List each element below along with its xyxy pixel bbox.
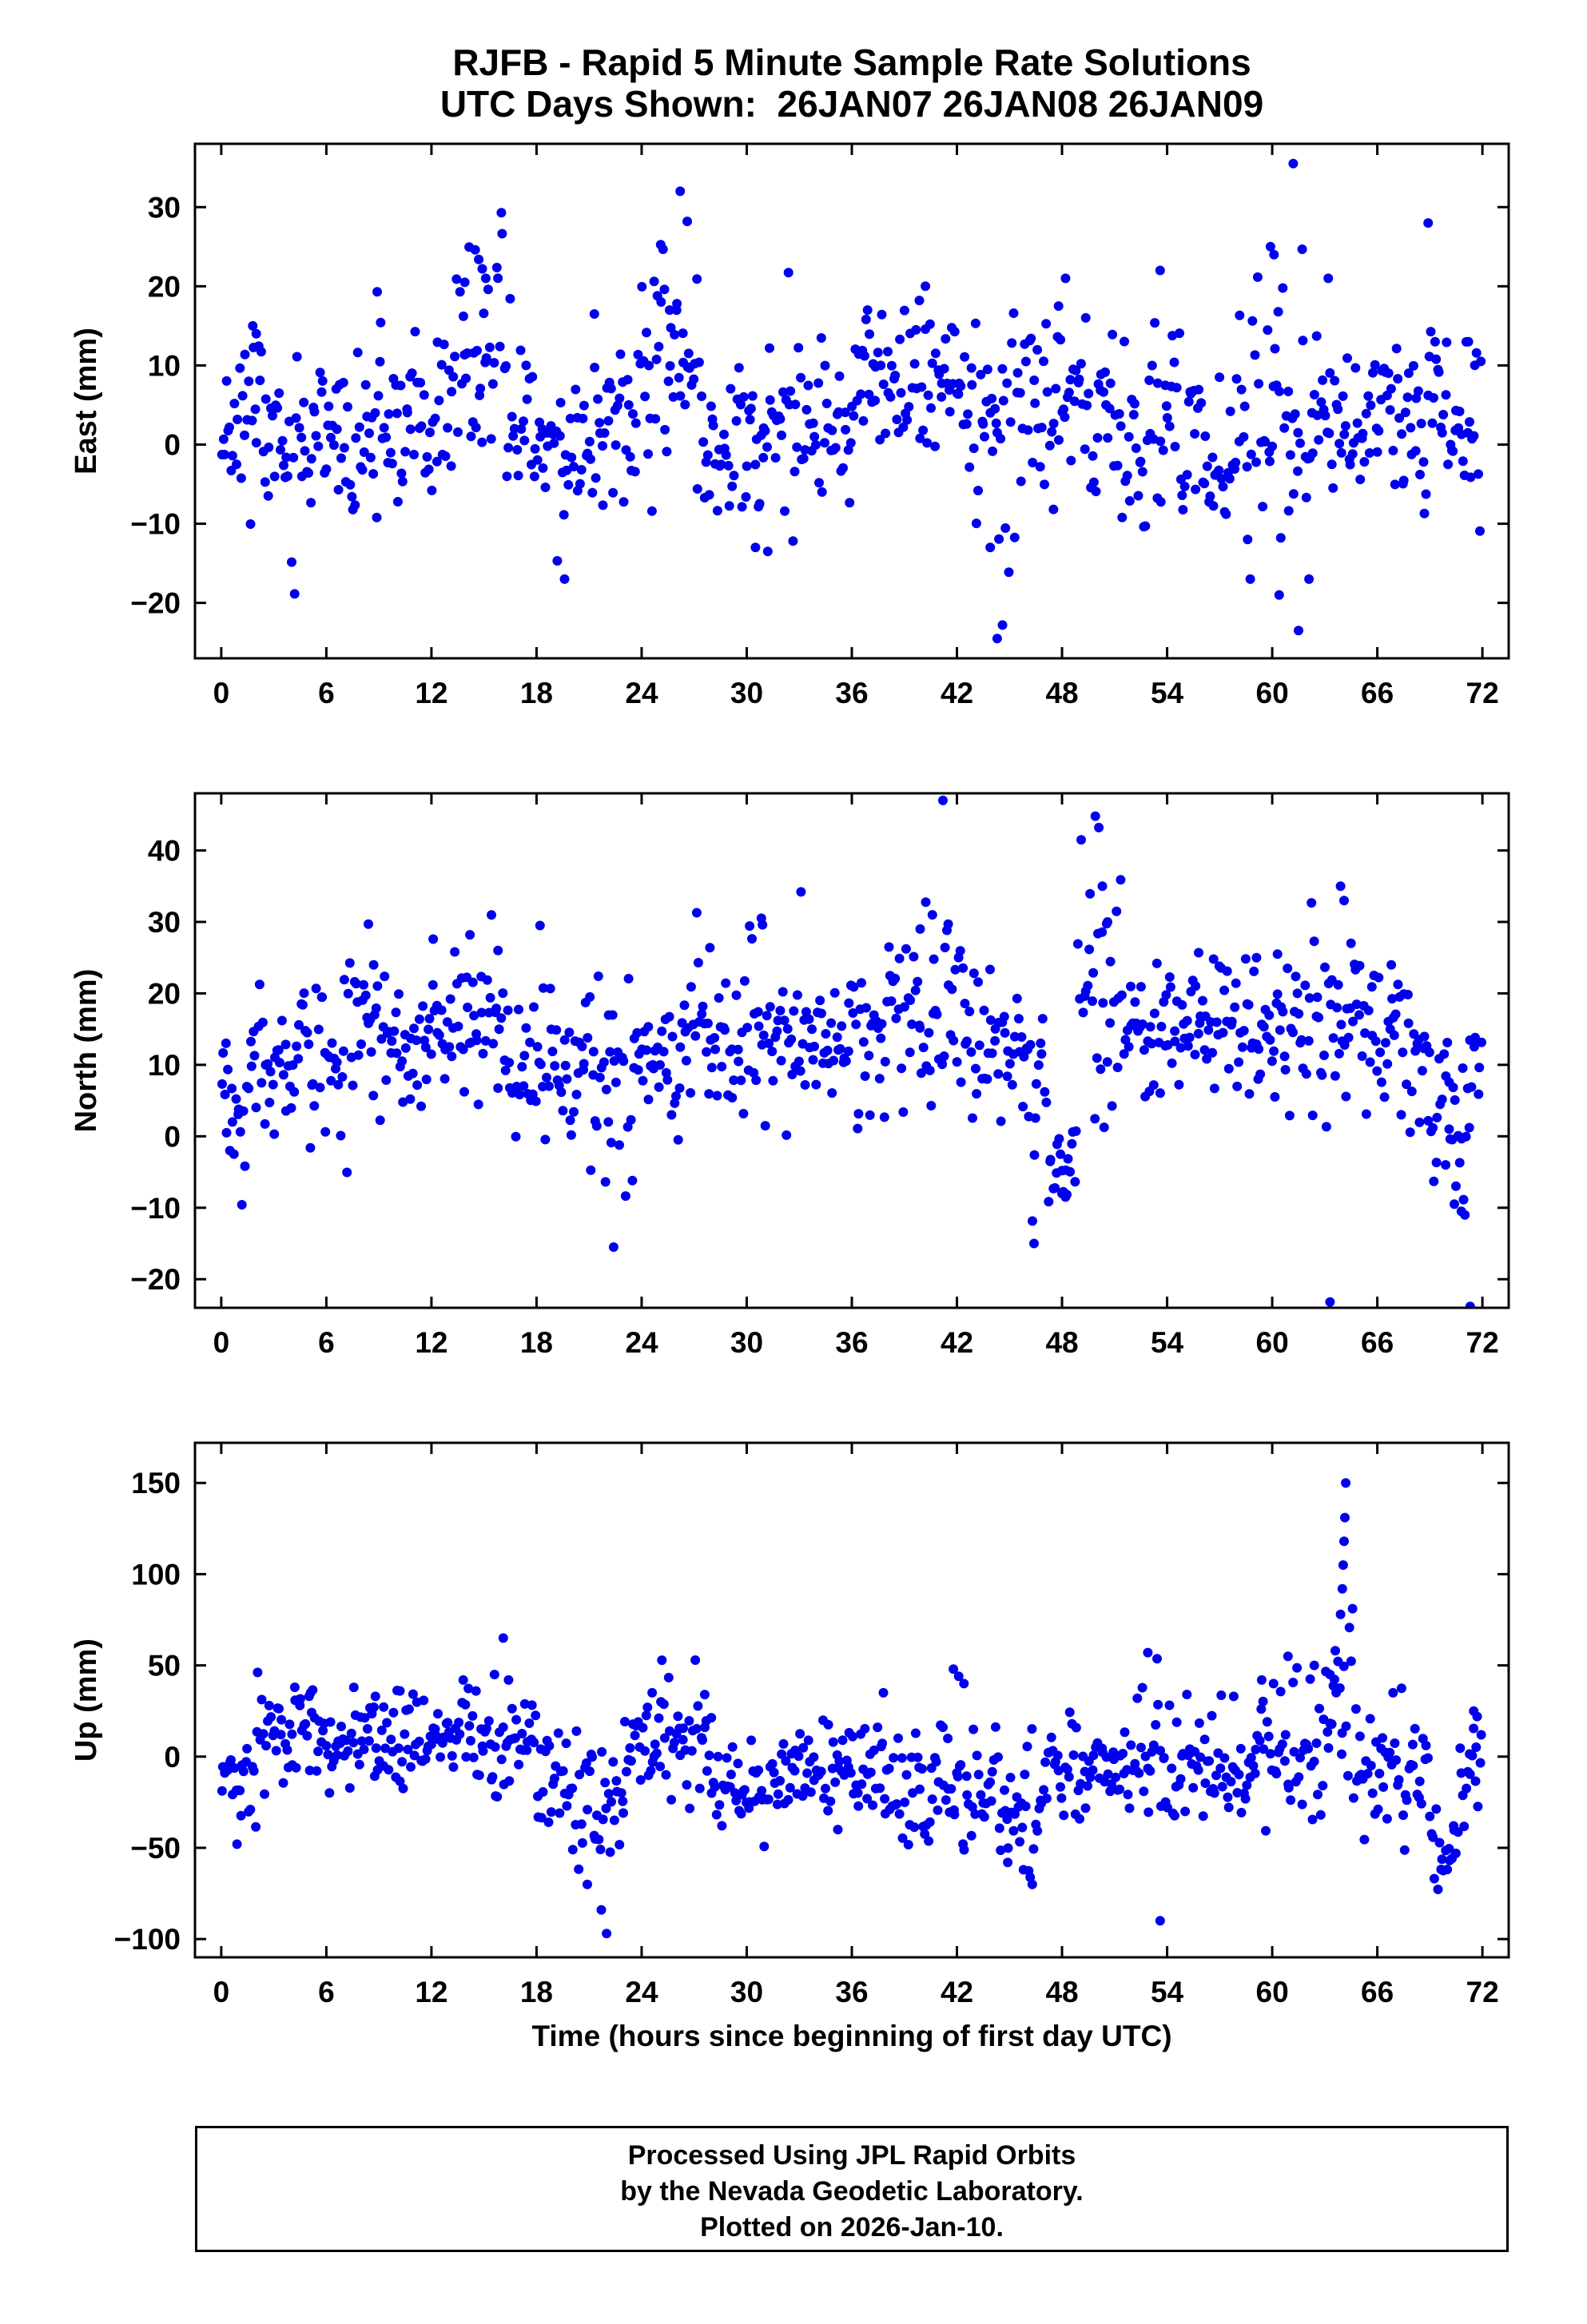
svg-text:6: 6 [318,1976,335,2008]
svg-text:0: 0 [213,1326,230,1359]
svg-text:72: 72 [1466,1326,1499,1359]
svg-text:−10: −10 [130,1192,181,1225]
svg-text:24: 24 [625,1326,658,1359]
svg-text:−20: −20 [130,587,181,620]
svg-text:−20: −20 [130,1263,181,1296]
svg-text:12: 12 [415,677,447,709]
footer-line-2: by the Nevada Geodetic Laboratory. [620,2176,1084,2207]
svg-text:42: 42 [941,677,973,709]
page-title: RJFB - Rapid 5 Minute Sample Rate Soluti… [195,42,1509,125]
svg-text:0: 0 [213,677,230,709]
svg-text:72: 72 [1466,677,1499,709]
svg-text:30: 30 [730,1326,763,1359]
svg-text:54: 54 [1151,1326,1184,1359]
svg-text:40: 40 [148,835,181,868]
svg-text:66: 66 [1361,677,1394,709]
svg-text:66: 66 [1361,1326,1394,1359]
svg-text:30: 30 [148,191,181,224]
svg-text:36: 36 [835,1326,868,1359]
svg-text:18: 18 [520,1976,553,2008]
svg-text:18: 18 [520,1326,553,1359]
north-axis-label: North (mm) [70,968,103,1133]
svg-text:0: 0 [164,1741,181,1774]
svg-text:48: 48 [1045,1976,1078,2008]
svg-text:50: 50 [148,1650,181,1682]
svg-text:60: 60 [1256,1326,1289,1359]
east-axis-label: East (mm) [70,328,103,475]
svg-text:10: 10 [148,1049,181,1082]
svg-text:42: 42 [941,1326,973,1359]
svg-text:−100: −100 [114,1923,181,1956]
svg-text:24: 24 [625,677,658,709]
svg-text:42: 42 [941,1976,973,2008]
up-axis-label: Up (mm) [70,1638,103,1762]
svg-text:36: 36 [835,1976,868,2008]
svg-text:−50: −50 [130,1832,181,1865]
svg-text:−10: −10 [130,508,181,541]
svg-text:6: 6 [318,677,335,709]
svg-text:60: 60 [1256,677,1289,709]
svg-text:48: 48 [1045,1326,1078,1359]
svg-text:66: 66 [1361,1976,1394,2008]
svg-text:24: 24 [625,1976,658,2008]
svg-text:30: 30 [730,1976,763,2008]
svg-text:48: 48 [1045,677,1078,709]
east-plot: 0 6 12 18 24 30 36 42 48 54 60 66 72 −20 −10 0 10 20 30 [130,142,1510,709]
svg-text:36: 36 [835,677,868,709]
footer-box: Processed Using JPL Rapid Orbits by the … [195,2126,1509,2252]
title-line-2: UTC Days Shown: 26JAN07 26JAN08 26JAN09 [440,83,1264,125]
svg-text:72: 72 [1466,1976,1499,2008]
svg-text:20: 20 [148,270,181,303]
north-plot: 0 6 12 18 24 30 36 42 48 54 60 66 72 −20 −10 0 10 20 30 40 [130,792,1510,1359]
up-plot: 0 6 12 18 24 30 36 42 48 54 60 66 72 −100 −50 0 50 100 150 [114,1441,1510,2008]
svg-text:0: 0 [164,1120,181,1153]
footer-line-3: Plotted on 2026-Jan-10. [700,2212,1004,2243]
svg-text:100: 100 [131,1558,181,1591]
svg-text:6: 6 [318,1326,335,1359]
svg-text:12: 12 [415,1326,447,1359]
svg-text:150: 150 [131,1467,181,1500]
title-line-1: RJFB - Rapid 5 Minute Sample Rate Soluti… [452,42,1251,83]
svg-text:20: 20 [148,977,181,1010]
svg-text:0: 0 [164,428,181,461]
svg-text:30: 30 [730,677,763,709]
svg-text:0: 0 [213,1976,230,2008]
footer-line-1: Processed Using JPL Rapid Orbits [627,2140,1076,2171]
svg-text:12: 12 [415,1976,447,2008]
svg-text:60: 60 [1256,1976,1289,2008]
x-axis-label: Time (hours since beginning of first day… [531,2020,1172,2052]
svg-text:30: 30 [148,906,181,939]
svg-text:18: 18 [520,677,553,709]
svg-text:10: 10 [148,349,181,382]
svg-text:54: 54 [1151,677,1184,709]
svg-text:54: 54 [1151,1976,1184,2008]
